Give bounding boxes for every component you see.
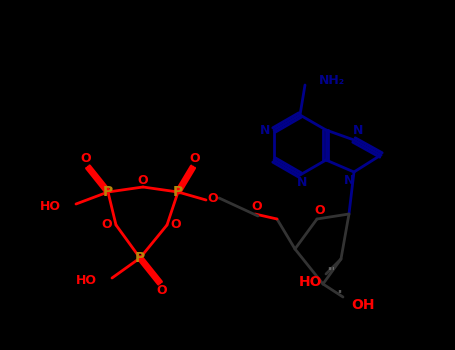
Text: HO: HO [76, 274, 97, 287]
Text: ''': ''' [327, 266, 335, 276]
Text: O: O [101, 218, 112, 231]
Text: O: O [252, 199, 262, 212]
Text: O: O [315, 204, 325, 217]
Text: HO: HO [299, 275, 323, 289]
Text: N: N [353, 125, 363, 138]
Text: O: O [207, 191, 218, 204]
Text: O: O [81, 153, 91, 166]
Text: P: P [173, 185, 183, 199]
Text: N: N [344, 175, 354, 188]
Text: O: O [138, 174, 148, 187]
Text: NH₂: NH₂ [319, 74, 345, 86]
Text: P: P [103, 185, 113, 199]
Text: N: N [297, 176, 307, 189]
Text: OH: OH [351, 298, 375, 312]
Text: O: O [157, 285, 167, 297]
Text: O: O [171, 218, 181, 231]
Text: '': '' [338, 289, 343, 299]
Text: HO: HO [40, 199, 61, 212]
Text: P: P [135, 251, 145, 265]
Text: N: N [260, 124, 270, 136]
Text: O: O [190, 153, 200, 166]
